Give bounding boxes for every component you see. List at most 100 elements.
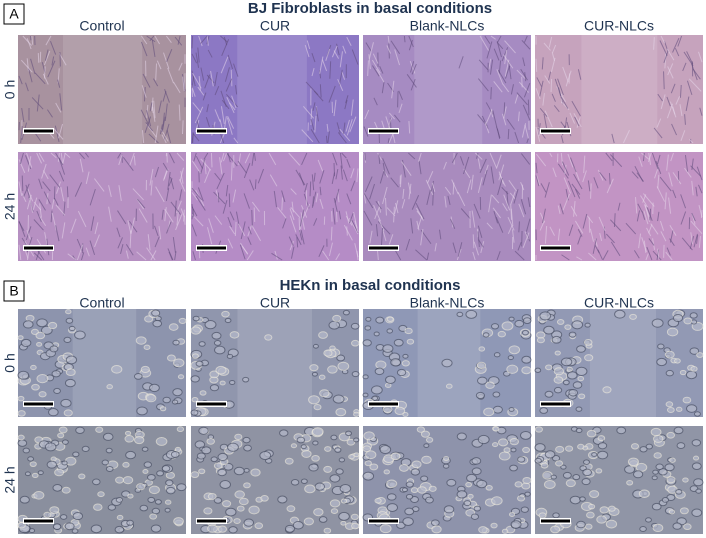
cell — [350, 99, 354, 116]
cell — [543, 325, 555, 335]
cell — [28, 528, 36, 534]
cell — [120, 244, 124, 254]
cell — [128, 220, 138, 233]
cell — [404, 507, 415, 516]
cell — [524, 231, 529, 240]
cell — [166, 354, 176, 362]
cell — [154, 35, 161, 45]
cell — [68, 325, 76, 332]
cell — [161, 116, 166, 133]
cell — [48, 408, 59, 417]
cell — [25, 155, 32, 170]
cell — [379, 66, 384, 74]
cell — [26, 194, 32, 210]
cell — [679, 507, 689, 515]
cell — [586, 429, 597, 438]
cell — [484, 122, 490, 134]
cell — [198, 468, 206, 475]
cell — [490, 108, 494, 118]
cell — [477, 434, 490, 445]
cell — [673, 426, 684, 435]
cell — [518, 203, 525, 218]
cell — [693, 411, 701, 417]
cell — [401, 161, 412, 176]
cell — [236, 505, 245, 512]
cell — [691, 508, 703, 517]
cell — [406, 74, 417, 88]
cell — [49, 345, 59, 353]
cell — [43, 170, 49, 180]
cell — [159, 406, 167, 412]
cell — [101, 459, 109, 466]
cell — [50, 41, 57, 55]
cell — [207, 49, 213, 58]
cell — [22, 320, 34, 329]
cell — [576, 520, 586, 529]
cell — [642, 152, 645, 162]
cell — [118, 185, 122, 202]
cell — [548, 36, 553, 48]
cell — [324, 446, 332, 452]
cell — [152, 106, 156, 122]
cell — [442, 463, 450, 469]
cell — [362, 339, 372, 347]
cell — [693, 478, 704, 487]
cell — [31, 35, 34, 45]
cell — [227, 216, 233, 228]
cell — [491, 194, 500, 204]
cell — [664, 192, 667, 210]
cell — [226, 93, 239, 108]
cell — [164, 499, 172, 505]
cell — [482, 332, 490, 338]
cell — [445, 383, 453, 389]
cell — [571, 100, 581, 117]
cell — [597, 435, 606, 442]
cell — [312, 440, 319, 446]
cell — [507, 355, 514, 361]
cell — [685, 370, 698, 380]
cell — [146, 110, 152, 127]
cell — [214, 172, 221, 181]
cell — [478, 346, 486, 352]
cell — [569, 112, 576, 124]
cell — [490, 323, 500, 330]
cell — [411, 194, 420, 210]
cell — [659, 40, 668, 56]
cell — [229, 225, 236, 235]
cell — [535, 58, 538, 72]
cell — [108, 206, 112, 222]
cell — [686, 80, 693, 95]
cell — [490, 522, 498, 529]
cell — [550, 78, 553, 93]
cell — [350, 322, 360, 330]
cell — [47, 321, 58, 330]
cell — [253, 207, 256, 222]
cell — [426, 252, 430, 261]
cell — [226, 117, 233, 135]
cell — [363, 126, 369, 137]
cell — [118, 154, 123, 166]
cell — [198, 76, 201, 91]
cell — [201, 446, 212, 455]
cell — [582, 170, 587, 183]
cell — [657, 154, 661, 165]
cell — [420, 475, 429, 482]
cell — [328, 242, 333, 257]
cell — [576, 345, 586, 353]
cell — [553, 386, 563, 394]
cell — [17, 370, 30, 380]
cell — [571, 320, 584, 330]
cell — [290, 206, 301, 219]
cell — [337, 132, 347, 144]
cell — [192, 251, 196, 261]
cell — [207, 524, 218, 533]
cell — [326, 123, 329, 132]
wound-gap — [581, 35, 658, 144]
cell — [552, 512, 560, 519]
cell — [351, 339, 360, 347]
cell — [181, 120, 184, 135]
cell — [402, 517, 414, 526]
cell — [516, 92, 528, 106]
wound-gap — [63, 35, 143, 144]
cell — [164, 103, 168, 121]
